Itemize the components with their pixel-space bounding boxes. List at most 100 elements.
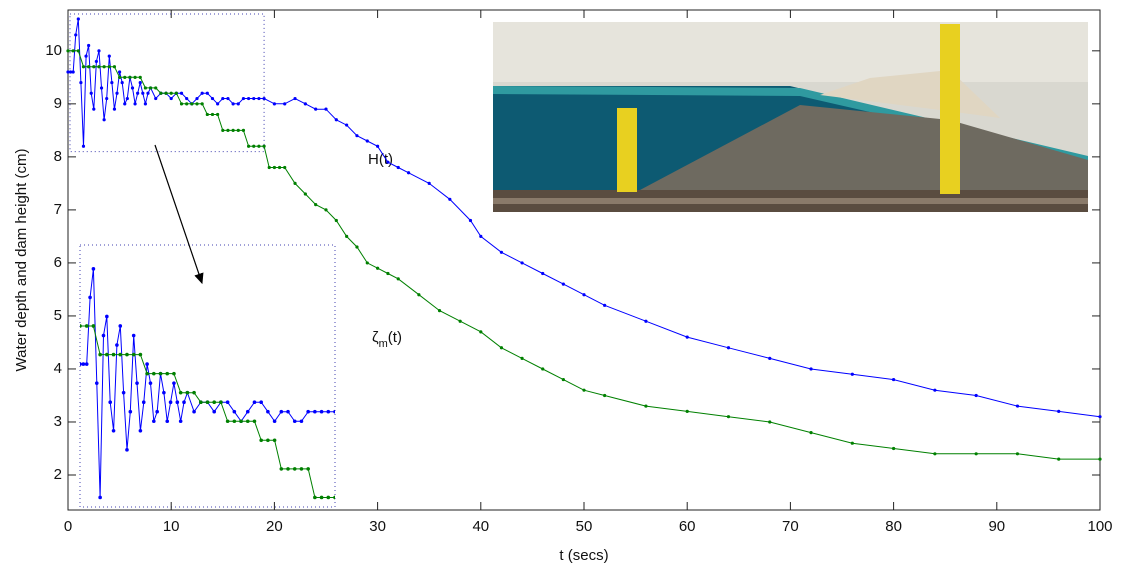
data-point: [105, 314, 109, 319]
data-point: [257, 96, 261, 101]
data-point: [685, 335, 689, 339]
data-point: [257, 144, 261, 148]
annotation: H(t): [368, 151, 393, 168]
y-axis-label: Water depth and dam height (cm): [13, 149, 30, 372]
inset: [80, 267, 351, 501]
data-point: [178, 419, 183, 424]
y-tick-label: 4: [54, 360, 62, 377]
y-tick-label: 5: [54, 307, 62, 324]
data-point: [162, 390, 166, 395]
data-point: [71, 70, 75, 74]
data-point: [226, 128, 230, 132]
x-tick-label: 90: [988, 518, 1005, 535]
data-point: [76, 17, 80, 21]
data-point: [241, 128, 246, 132]
data-point: [286, 467, 290, 471]
series-line: [68, 50, 1100, 460]
zoom-arrow: [154, 144, 204, 285]
data-point: [97, 49, 101, 53]
data-point: [1098, 415, 1102, 419]
data-point: [468, 218, 473, 223]
data-point: [107, 54, 111, 58]
series-line: [80, 325, 335, 501]
data-point: [226, 96, 230, 101]
data-point: [644, 404, 648, 408]
data-point: [685, 409, 689, 413]
data-point: [158, 371, 163, 376]
data-point: [974, 452, 978, 456]
data-point: [185, 102, 189, 106]
data-point: [499, 250, 504, 254]
x-tick-label: 60: [679, 518, 696, 535]
data-point: [225, 419, 230, 424]
data-point: [306, 409, 310, 414]
data-point: [726, 346, 731, 350]
data-point: [561, 282, 565, 286]
data-point: [118, 352, 123, 357]
data-point: [192, 409, 196, 414]
data-point: [84, 362, 89, 366]
x-tick-label: 0: [64, 518, 72, 535]
data-point: [245, 409, 250, 414]
data-point: [168, 400, 173, 405]
zoom-box: [69, 13, 265, 153]
data-point: [299, 467, 304, 471]
data-point: [66, 70, 70, 74]
data-point: [91, 324, 96, 328]
data-point: [146, 91, 150, 95]
data-point: [272, 165, 276, 170]
data-point: [175, 400, 180, 405]
data-point: [314, 202, 318, 207]
data-point: [145, 371, 149, 376]
data-point: [172, 381, 176, 385]
data-point: [79, 81, 83, 85]
data-point: [74, 33, 78, 37]
data-point: [768, 356, 772, 360]
data-point: [141, 91, 145, 95]
data-point: [165, 419, 170, 424]
data-point: [396, 277, 400, 281]
data-point: [232, 409, 237, 414]
data-point: [324, 208, 328, 212]
data-point: [272, 438, 277, 443]
data-point: [293, 96, 297, 101]
photo: [493, 22, 1088, 212]
data-point: [87, 43, 91, 48]
data-point: [97, 65, 101, 69]
data-point: [131, 333, 136, 338]
data-point: [333, 495, 335, 500]
data-point: [205, 91, 209, 95]
data-point: [314, 107, 318, 111]
data-point: [148, 381, 153, 385]
data-point: [143, 102, 147, 106]
data-point: [185, 96, 189, 101]
data-point: [365, 139, 369, 143]
data-point: [102, 65, 106, 69]
data-point: [974, 393, 978, 398]
data-point: [225, 400, 230, 405]
data-point: [136, 91, 140, 95]
data-point: [334, 118, 338, 122]
data-point: [118, 75, 122, 79]
data-point: [212, 400, 217, 405]
y-tick-label: 10: [45, 42, 62, 59]
data-point: [81, 362, 86, 366]
data-point: [141, 400, 146, 405]
data-point: [131, 352, 136, 357]
data-point: [133, 102, 137, 106]
data-point: [111, 352, 116, 357]
data-point: [195, 102, 199, 106]
data-point: [437, 309, 442, 313]
data-point: [345, 234, 349, 239]
data-point: [376, 144, 380, 148]
data-point: [347, 419, 351, 423]
data-point: [541, 367, 545, 371]
data-point: [92, 107, 96, 111]
data-point: [154, 96, 158, 101]
data-point: [80, 324, 82, 328]
data-point: [121, 390, 126, 395]
data-point: [561, 377, 565, 382]
data-point: [262, 144, 266, 148]
data-point: [135, 381, 139, 385]
data-point: [138, 352, 143, 357]
